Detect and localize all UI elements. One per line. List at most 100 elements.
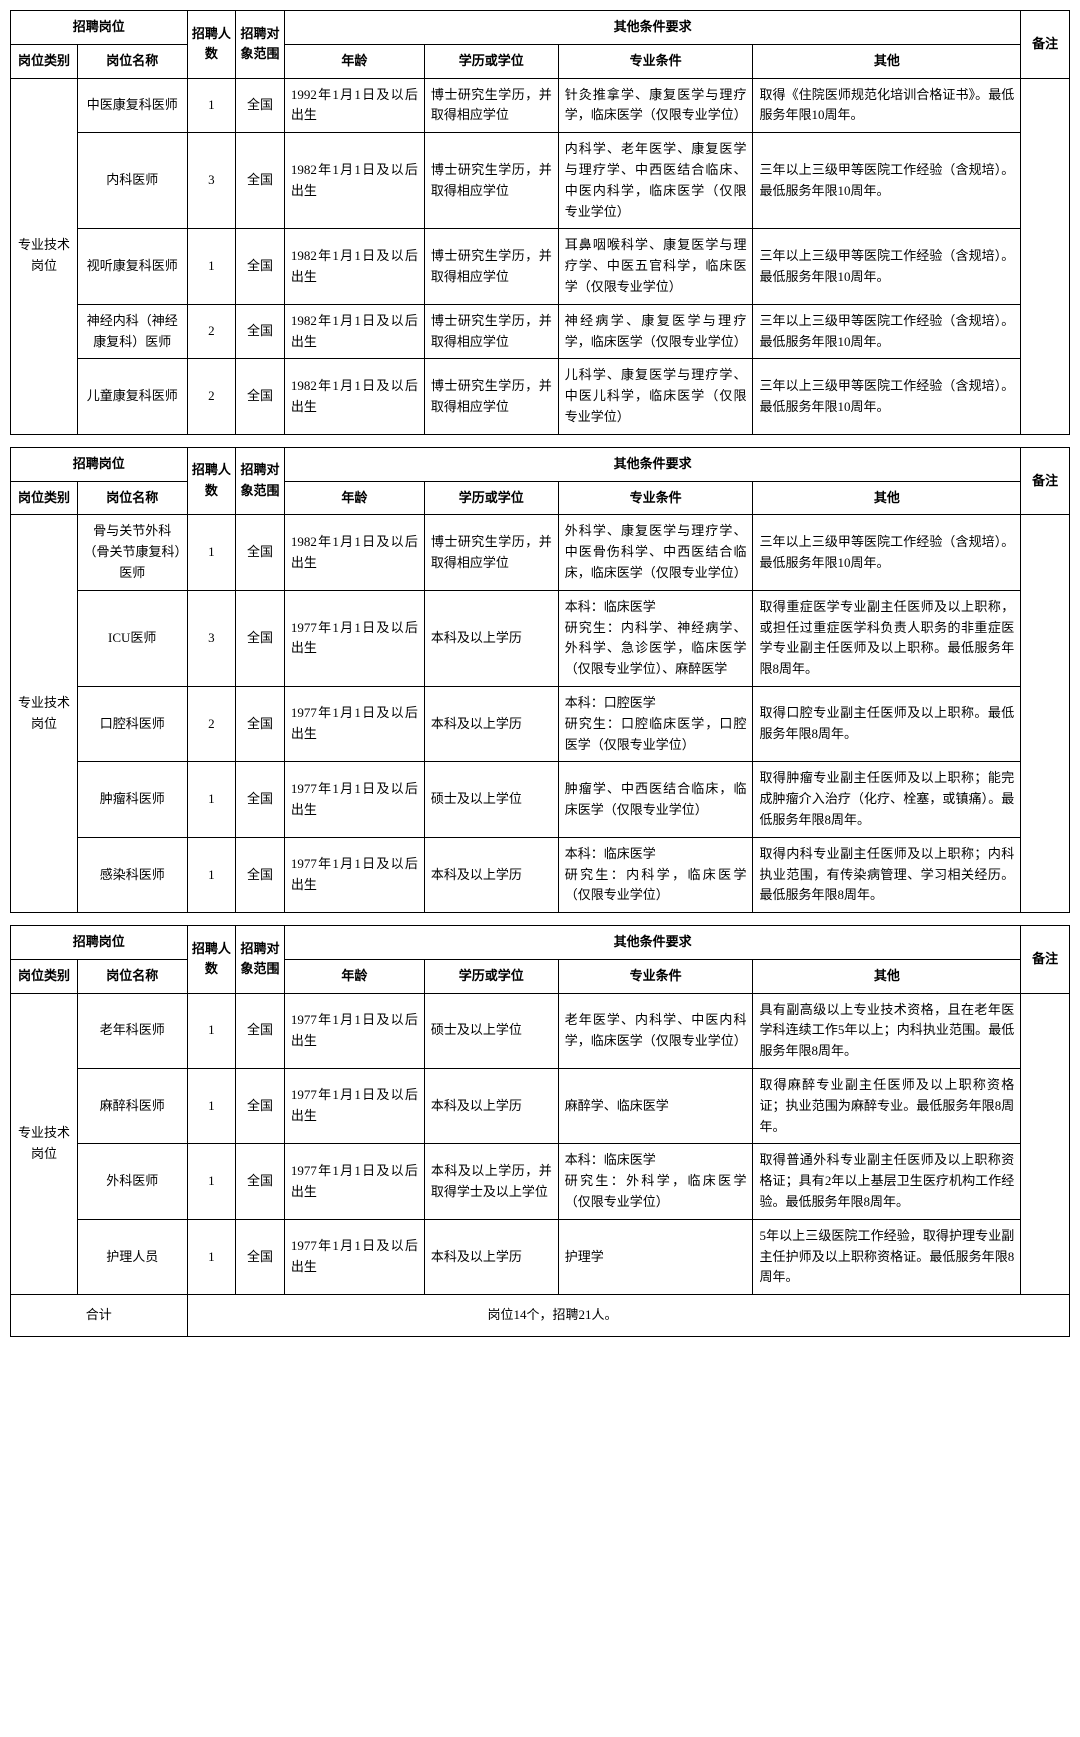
cell-major: 本科：临床医学研究生：内科学，临床医学（仅限专业学位）	[558, 837, 753, 912]
recruitment-table-section: 招聘岗位招聘人数招聘对象范围其他条件要求备注岗位类别岗位名称年龄学历或学位专业条…	[10, 10, 1070, 435]
header-count: 招聘人数	[187, 926, 236, 994]
cell-education: 硕士及以上学位	[424, 993, 558, 1068]
cell-count: 1	[187, 1144, 236, 1219]
cell-major: 外科学、康复医学与理疗学、中医骨伤科学、中西医结合临床，临床医学（仅限专业学位）	[558, 515, 753, 590]
total-label: 合计	[11, 1295, 188, 1337]
total-text: 岗位14个，招聘21人。	[187, 1295, 1070, 1337]
header-education: 学历或学位	[424, 959, 558, 993]
header-requirements-group: 其他条件要求	[284, 447, 1020, 481]
cell-position-name: 神经内科（神经康复科）医师	[77, 304, 187, 359]
header-scope: 招聘对象范围	[236, 447, 285, 515]
table-row: ICU医师3全国1977年1月1日及以后出生本科及以上学历本科：临床医学研究生：…	[11, 590, 1070, 686]
cell-age: 1992年1月1日及以后出生	[284, 78, 424, 133]
cell-other: 三年以上三级甲等医院工作经验（含规培）。最低服务年限10周年。	[753, 304, 1021, 359]
cell-major: 神经病学、康复医学与理疗学，临床医学（仅限专业学位）	[558, 304, 753, 359]
table-row: 专业技术岗位中医康复科医师1全国1992年1月1日及以后出生博士研究生学历，并取…	[11, 78, 1070, 133]
cell-education: 本科及以上学历，并取得学士及以上学位	[424, 1144, 558, 1219]
cell-major: 本科：口腔医学研究生：口腔临床医学，口腔医学（仅限专业学位）	[558, 686, 753, 761]
cell-education: 硕士及以上学位	[424, 762, 558, 837]
cell-count: 2	[187, 686, 236, 761]
cell-major: 老年医学、内科学、中医内科学，临床医学（仅限专业学位）	[558, 993, 753, 1068]
cell-scope: 全国	[236, 78, 285, 133]
cell-count: 1	[187, 762, 236, 837]
header-age: 年龄	[284, 481, 424, 515]
recruitment-table-section: 招聘岗位招聘人数招聘对象范围其他条件要求备注岗位类别岗位名称年龄学历或学位专业条…	[10, 447, 1070, 913]
cell-other: 取得《住院医师规范化培训合格证书》。最低服务年限10周年。	[753, 78, 1021, 133]
cell-scope: 全国	[236, 590, 285, 686]
cell-age: 1977年1月1日及以后出生	[284, 762, 424, 837]
cell-scope: 全国	[236, 359, 285, 434]
cell-position-name: 视听康复科医师	[77, 229, 187, 304]
cell-scope: 全国	[236, 229, 285, 304]
cell-other: 具有副高级以上专业技术资格，且在老年医学科连续工作5年以上；内科执业范围。最低服…	[753, 993, 1021, 1068]
cell-major: 本科：临床医学研究生：内科学、神经病学、外科学、急诊医学，临床医学（仅限专业学位…	[558, 590, 753, 686]
cell-education: 博士研究生学历，并取得相应学位	[424, 515, 558, 590]
cell-scope: 全国	[236, 762, 285, 837]
header-position-group: 招聘岗位	[11, 11, 188, 45]
cell-category: 专业技术岗位	[11, 78, 78, 434]
table-row: 专业技术岗位骨与关节外科（骨关节康复科）医师1全国1982年1月1日及以后出生博…	[11, 515, 1070, 590]
cell-position-name: ICU医师	[77, 590, 187, 686]
cell-education: 本科及以上学历	[424, 1069, 558, 1144]
recruitment-table-section: 招聘岗位招聘人数招聘对象范围其他条件要求备注岗位类别岗位名称年龄学历或学位专业条…	[10, 925, 1070, 1337]
header-requirements-group: 其他条件要求	[284, 926, 1020, 960]
cell-count: 1	[187, 1219, 236, 1294]
cell-count: 1	[187, 78, 236, 133]
header-position-group: 招聘岗位	[11, 926, 188, 960]
cell-position-name: 中医康复科医师	[77, 78, 187, 133]
cell-scope: 全国	[236, 993, 285, 1068]
table-row: 专业技术岗位老年科医师1全国1977年1月1日及以后出生硕士及以上学位老年医学、…	[11, 993, 1070, 1068]
table-row: 护理人员1全国1977年1月1日及以后出生本科及以上学历护理学5年以上三级医院工…	[11, 1219, 1070, 1294]
cell-position-name: 麻醉科医师	[77, 1069, 187, 1144]
cell-age: 1982年1月1日及以后出生	[284, 229, 424, 304]
cell-scope: 全国	[236, 1069, 285, 1144]
cell-position-name: 口腔科医师	[77, 686, 187, 761]
cell-major: 麻醉学、临床医学	[558, 1069, 753, 1144]
cell-other: 取得普通外科专业副主任医师及以上职称资格证；具有2年以上基层卫生医疗机构工作经验…	[753, 1144, 1021, 1219]
cell-education: 博士研究生学历，并取得相应学位	[424, 78, 558, 133]
header-requirements-group: 其他条件要求	[284, 11, 1020, 45]
recruitment-table: 招聘岗位招聘人数招聘对象范围其他条件要求备注岗位类别岗位名称年龄学历或学位专业条…	[10, 447, 1070, 913]
cell-other: 三年以上三级甲等医院工作经验（含规培）。最低服务年限10周年。	[753, 133, 1021, 229]
cell-count: 2	[187, 304, 236, 359]
cell-scope: 全国	[236, 1144, 285, 1219]
cell-count: 1	[187, 229, 236, 304]
header-other: 其他	[753, 44, 1021, 78]
header-major: 专业条件	[558, 959, 753, 993]
header-other: 其他	[753, 481, 1021, 515]
cell-scope: 全国	[236, 837, 285, 912]
cell-other: 取得重症医学专业副主任医师及以上职称，或担任过重症医学科负责人职务的非重症医学专…	[753, 590, 1021, 686]
header-other: 其他	[753, 959, 1021, 993]
cell-remark	[1021, 515, 1070, 913]
cell-position-name: 儿童康复科医师	[77, 359, 187, 434]
cell-major: 针灸推拿学、康复医学与理疗学，临床医学（仅限专业学位）	[558, 78, 753, 133]
header-name: 岗位名称	[77, 481, 187, 515]
header-remark: 备注	[1021, 926, 1070, 994]
cell-other: 5年以上三级医院工作经验，取得护理专业副主任护师及以上职称资格证。最低服务年限8…	[753, 1219, 1021, 1294]
cell-education: 本科及以上学历	[424, 590, 558, 686]
cell-scope: 全国	[236, 686, 285, 761]
cell-position-name: 内科医师	[77, 133, 187, 229]
cell-count: 1	[187, 837, 236, 912]
cell-education: 博士研究生学历，并取得相应学位	[424, 359, 558, 434]
cell-age: 1977年1月1日及以后出生	[284, 993, 424, 1068]
header-count: 招聘人数	[187, 447, 236, 515]
table-row: 肿瘤科医师1全国1977年1月1日及以后出生硕士及以上学位肿瘤学、中西医结合临床…	[11, 762, 1070, 837]
header-position-group: 招聘岗位	[11, 447, 188, 481]
cell-major: 耳鼻咽喉科学、康复医学与理疗学、中医五官科学，临床医学（仅限专业学位）	[558, 229, 753, 304]
header-education: 学历或学位	[424, 481, 558, 515]
total-row: 合计岗位14个，招聘21人。	[11, 1295, 1070, 1337]
header-name: 岗位名称	[77, 959, 187, 993]
cell-age: 1982年1月1日及以后出生	[284, 515, 424, 590]
cell-education: 博士研究生学历，并取得相应学位	[424, 304, 558, 359]
cell-other: 取得口腔专业副主任医师及以上职称。最低服务年限8周年。	[753, 686, 1021, 761]
cell-remark	[1021, 993, 1070, 1295]
table-row: 外科医师1全国1977年1月1日及以后出生本科及以上学历，并取得学士及以上学位本…	[11, 1144, 1070, 1219]
cell-major: 内科学、老年医学、康复医学与理疗学、中西医结合临床、中医内科学，临床医学（仅限专…	[558, 133, 753, 229]
cell-count: 3	[187, 133, 236, 229]
cell-count: 3	[187, 590, 236, 686]
cell-age: 1977年1月1日及以后出生	[284, 1069, 424, 1144]
header-education: 学历或学位	[424, 44, 558, 78]
cell-count: 1	[187, 993, 236, 1068]
cell-other: 取得肿瘤专业副主任医师及以上职称；能完成肿瘤介入治疗（化疗、栓塞，或镇痛）。最低…	[753, 762, 1021, 837]
